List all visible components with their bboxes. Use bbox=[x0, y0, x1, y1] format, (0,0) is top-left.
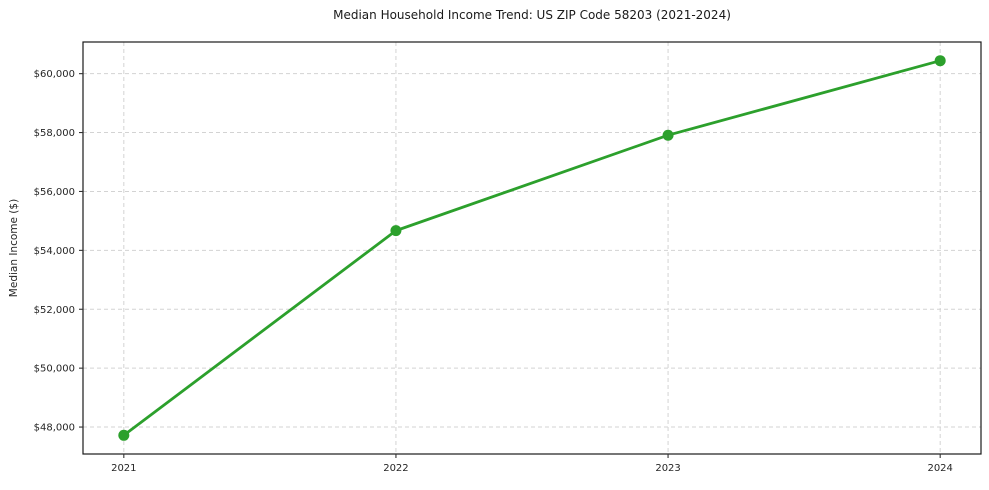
y-tick-label: $56,000 bbox=[34, 187, 75, 198]
y-tick-label: $54,000 bbox=[34, 246, 75, 257]
trend-line bbox=[122, 59, 942, 437]
x-tick-label: 2021 bbox=[111, 463, 136, 474]
y-tick-label: $48,000 bbox=[34, 423, 75, 434]
data-point-2021 bbox=[118, 429, 130, 441]
y-axis-label: Median Income ($) bbox=[8, 198, 20, 298]
data-point-2024 bbox=[934, 55, 946, 67]
data-point-2022 bbox=[390, 225, 402, 237]
x-tick-label: 2022 bbox=[383, 463, 408, 474]
x-tick-label: 2024 bbox=[927, 463, 952, 474]
y-tick-label: $60,000 bbox=[34, 69, 75, 80]
y-tick-label: $52,000 bbox=[34, 305, 75, 316]
plot-border bbox=[82, 41, 982, 455]
x-tick-label: 2023 bbox=[655, 463, 680, 474]
chart-title: Median Household Income Trend: US ZIP Co… bbox=[333, 8, 731, 22]
y-tick-label: $50,000 bbox=[34, 364, 75, 375]
data-point-2023 bbox=[662, 129, 674, 141]
y-tick-label: $58,000 bbox=[34, 128, 75, 139]
